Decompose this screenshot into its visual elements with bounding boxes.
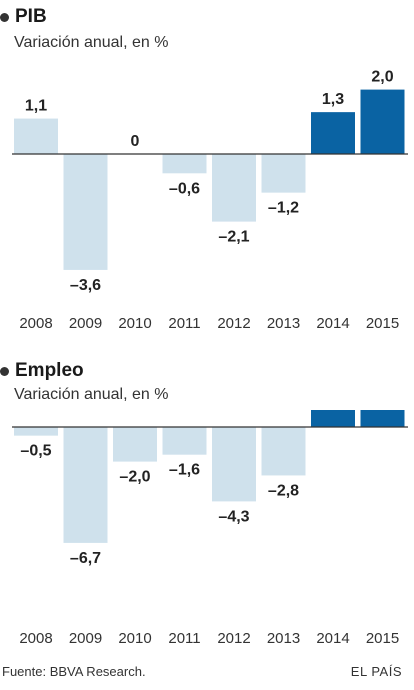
empleo-tick-label-2015: 2015 xyxy=(366,630,399,647)
empleo-bar-2014 xyxy=(311,410,355,427)
empleo-bar-2013 xyxy=(261,427,306,476)
pib-tick-label-2015: 2015 xyxy=(366,315,399,332)
empleo-bar-2009 xyxy=(63,427,108,543)
pib-tick-label-2014: 2014 xyxy=(316,315,349,332)
pib-tick-label-2013: 2013 xyxy=(267,315,300,332)
pib-value-label-2008: 1,1 xyxy=(25,98,47,115)
empleo-tick-label-2014: 2014 xyxy=(316,630,349,647)
empleo-bar-2012 xyxy=(212,427,256,502)
chart-title-pib: PIB xyxy=(0,6,47,28)
empleo-value-label-2010: –2,0 xyxy=(119,469,150,486)
chart-title-pib-text: PIB xyxy=(15,6,47,27)
empleo-value-label-2012: –4,3 xyxy=(218,508,249,525)
pib-value-label-2014: 1,3 xyxy=(322,91,344,108)
pib-tick-label-2012: 2012 xyxy=(217,315,250,332)
empleo-value-label-2013: –2,8 xyxy=(268,482,299,499)
pib-tick-label-2008: 2008 xyxy=(19,315,52,332)
pib-value-label-2012: –2,1 xyxy=(218,229,249,246)
empleo-tick-label-2012: 2012 xyxy=(217,630,250,647)
pib-bar-2013 xyxy=(261,154,306,193)
chart-subtitle-empleo: Variación anual, en % xyxy=(14,386,169,403)
empleo-bar-2011 xyxy=(162,427,207,455)
empleo-chart: –0,5 2008 –6,7 2009 –2,0 2010 –1,6 2011 –4,3 2012… xyxy=(12,410,408,647)
pib-tick-label-2009: 2009 xyxy=(69,315,102,332)
empleo-tick-label-2011: 2011 xyxy=(168,630,200,647)
pib-tick-label-2011: 2011 xyxy=(168,315,200,332)
empleo-tick-label-2008: 2008 xyxy=(19,630,52,647)
empleo-bar-2015 xyxy=(360,410,405,427)
pib-bar-2011 xyxy=(162,154,207,174)
pib-bar-2015 xyxy=(360,89,405,154)
pib-value-label-2015: 2,0 xyxy=(371,69,393,86)
chart-title-empleo-text: Empleo xyxy=(15,360,84,381)
pib-bar-2009 xyxy=(63,154,108,270)
source-note: Fuente: BBVA Research. xyxy=(2,664,146,679)
pib-bar-2014 xyxy=(311,112,355,154)
publisher-logo: EL PAÍS xyxy=(350,664,402,679)
empleo-value-label-2011: –1,6 xyxy=(169,462,200,479)
pib-bar-2008 xyxy=(14,118,58,154)
chart-title-empleo: Empleo xyxy=(0,360,84,382)
empleo-bar-2010 xyxy=(113,427,157,462)
empleo-tick-label-2013: 2013 xyxy=(267,630,300,647)
pib-value-label-2013: –1,2 xyxy=(268,200,299,217)
empleo-tick-label-2009: 2009 xyxy=(69,630,102,647)
pib-chart: 1,1 2008 –3,6 2009 0 2010 –0,6 2011 –2,1 2012 –1,2… xyxy=(12,69,408,332)
chart-subtitle-pib: Variación anual, en % xyxy=(14,34,169,51)
pib-value-label-2010: 0 xyxy=(131,133,140,150)
bullet-icon xyxy=(0,366,9,376)
pib-value-label-2009: –3,6 xyxy=(70,277,101,294)
bullet-icon xyxy=(0,12,9,22)
empleo-value-label-2008: –0,5 xyxy=(20,443,51,460)
empleo-bar-2008 xyxy=(14,427,58,436)
pib-tick-label-2010: 2010 xyxy=(118,315,151,332)
empleo-tick-label-2010: 2010 xyxy=(118,630,151,647)
pib-bar-2012 xyxy=(212,154,256,222)
empleo-value-label-2009: –6,7 xyxy=(70,550,101,567)
pib-value-label-2011: –0,6 xyxy=(169,180,200,197)
